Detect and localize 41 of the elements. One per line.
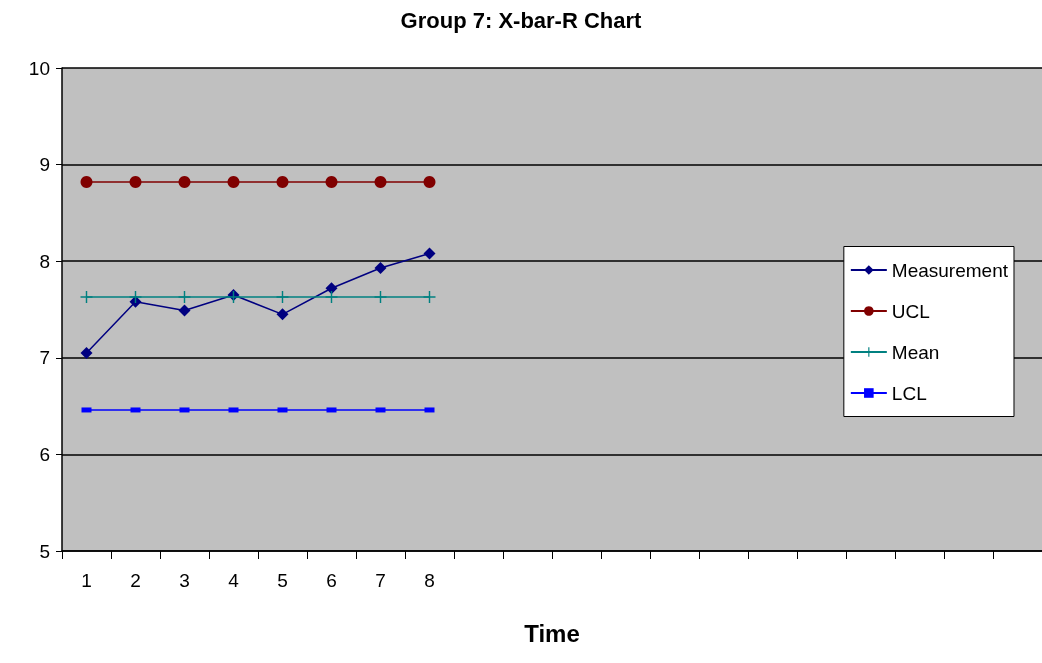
point (325, 290, 338, 303)
point (276, 308, 289, 321)
y-tick-label: 6 (39, 443, 50, 465)
point (276, 290, 289, 303)
point (423, 290, 436, 303)
point (80, 175, 93, 188)
legend-label: LCL (891, 382, 927, 404)
point (80, 290, 93, 303)
y-tick-label: 9 (39, 154, 50, 176)
x-tick-label: 7 (375, 570, 386, 591)
y-tick-label: 8 (39, 250, 50, 272)
point (178, 304, 191, 317)
point (325, 282, 338, 295)
point (178, 290, 191, 303)
point (374, 261, 387, 274)
x-tick-label: 5 (277, 570, 288, 591)
point (423, 175, 436, 188)
y-tick-label: 10 (28, 57, 50, 79)
point (374, 290, 387, 303)
x-tick-label: 3 (179, 570, 190, 591)
legend-label: Mean (891, 341, 940, 363)
x-tick-label: 8 (424, 570, 435, 591)
point (178, 175, 191, 188)
point (325, 175, 338, 188)
y-tick-label: 7 (39, 347, 50, 369)
x-tick-label: 1 (81, 570, 92, 591)
point (129, 175, 142, 188)
legend-label: Measurement (891, 259, 1009, 281)
point (227, 175, 240, 188)
legend-label: UCL (891, 300, 930, 322)
x-tick-label: 6 (326, 570, 337, 591)
point (80, 346, 93, 359)
chart-title: Group 7: X-bar-R Chart (400, 7, 643, 33)
point (129, 290, 142, 303)
point (423, 247, 436, 260)
point (374, 175, 387, 188)
x-tick-label: 2 (130, 570, 141, 591)
x-axis-title: Time (524, 619, 580, 647)
point (276, 175, 289, 188)
x-tick-label: 4 (228, 570, 240, 591)
y-tick-label: 5 (39, 540, 50, 562)
